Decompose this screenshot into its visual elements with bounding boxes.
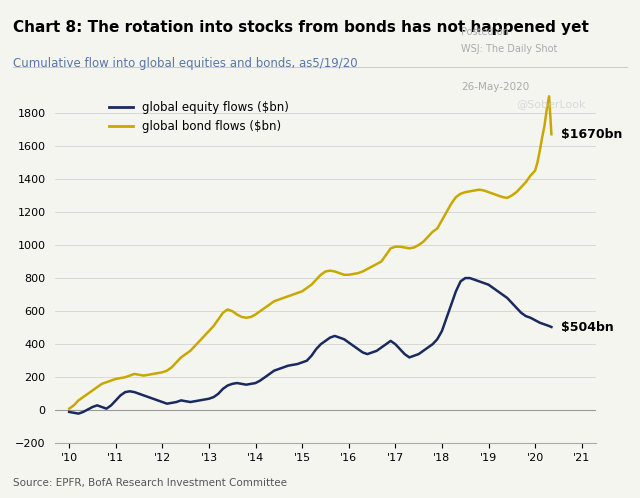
Text: Chart 8: The rotation into stocks from bonds has not happened yet: Chart 8: The rotation into stocks from b… bbox=[13, 20, 589, 35]
Text: WSJ: The Daily Shot: WSJ: The Daily Shot bbox=[461, 44, 557, 54]
Text: Source: EPFR, BofA Research Investment Committee: Source: EPFR, BofA Research Investment C… bbox=[13, 478, 287, 488]
Text: 26-May-2020: 26-May-2020 bbox=[461, 82, 529, 92]
Text: @SoberLook: @SoberLook bbox=[516, 100, 586, 110]
Text: Cumulative flow into global equities and bonds, as5/19/20: Cumulative flow into global equities and… bbox=[13, 57, 357, 70]
Legend: global equity flows ($bn), global bond flows ($bn): global equity flows ($bn), global bond f… bbox=[104, 97, 294, 138]
Text: $1670bn: $1670bn bbox=[561, 128, 622, 141]
Text: Posted on: Posted on bbox=[461, 27, 509, 37]
Text: $504bn: $504bn bbox=[561, 321, 614, 334]
